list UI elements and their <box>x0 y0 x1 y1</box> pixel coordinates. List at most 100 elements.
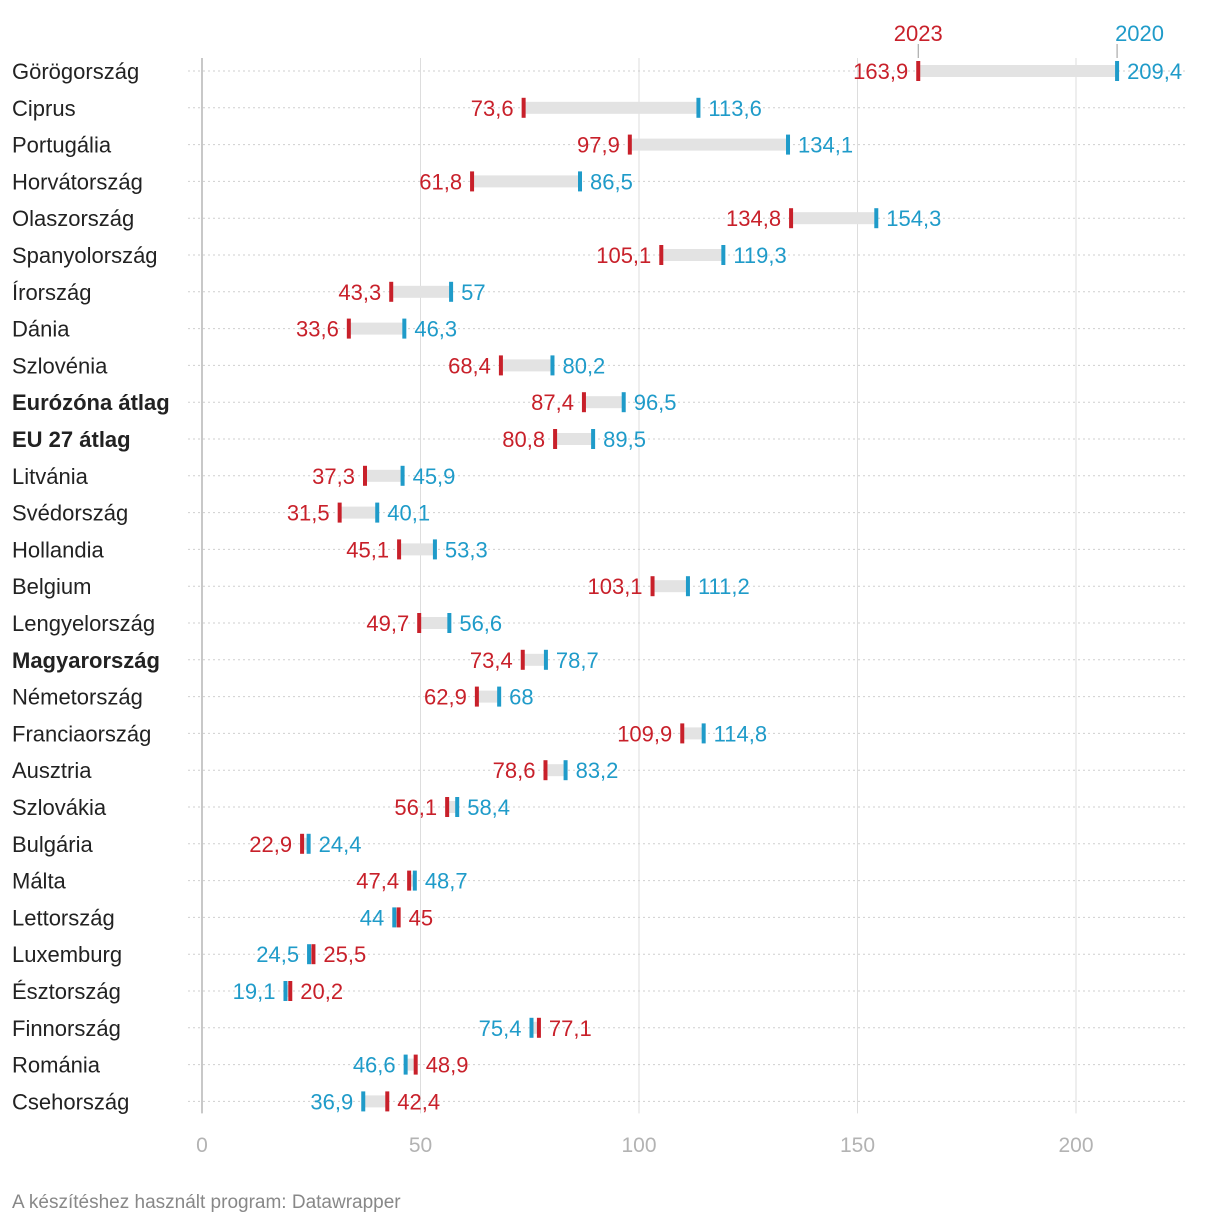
value-label-2023: 78,6 <box>493 758 536 783</box>
marker-2020 <box>306 833 311 854</box>
range-bar <box>682 727 704 740</box>
value-label-2020: 154,3 <box>886 206 941 231</box>
row-label: Lettország <box>12 905 115 930</box>
range-bar <box>476 690 500 703</box>
marker-2023 <box>300 833 305 854</box>
row-label: Csehország <box>12 1089 129 1114</box>
value-label-2020: 119,3 <box>733 243 786 268</box>
row-label: Portugália <box>12 133 112 158</box>
value-label-2020: 36,9 <box>310 1089 353 1114</box>
footer-credit: A készítéshez használt program: Datawrap… <box>12 1192 401 1213</box>
value-label-2023: 42,4 <box>397 1089 440 1114</box>
marker-2020 <box>550 355 555 376</box>
marker-2023 <box>413 1054 418 1075</box>
marker-2020 <box>361 1091 366 1112</box>
marker-2020 <box>578 171 583 192</box>
marker-2023 <box>385 1091 390 1112</box>
range-bar <box>447 801 458 813</box>
marker-2023 <box>553 429 558 449</box>
marker-2020 <box>447 613 452 633</box>
range-bar <box>399 543 435 556</box>
marker-2020 <box>400 465 405 486</box>
x-tick-label: 50 <box>409 1134 432 1157</box>
x-tick-label: 0 <box>196 1134 208 1157</box>
value-label-2023: 163,9 <box>853 59 908 84</box>
marker-2020 <box>1115 61 1120 81</box>
value-label-2023: 68,4 <box>448 353 491 378</box>
value-label-2020: 86,5 <box>590 169 633 194</box>
value-label-2020: 24,5 <box>256 942 299 967</box>
value-label-2020: 58,4 <box>467 795 510 820</box>
value-label-2020: 113,6 <box>708 96 761 121</box>
value-label-2020: 134,1 <box>798 133 853 158</box>
marker-2020 <box>874 208 879 229</box>
value-label-2023: 33,6 <box>296 317 339 342</box>
marker-2023 <box>397 539 402 560</box>
value-label-2020: 111,2 <box>698 574 750 599</box>
x-tick-label: 150 <box>840 1134 875 1157</box>
row-label: Írország <box>12 280 91 305</box>
marker-2023 <box>445 797 450 817</box>
marker-2020 <box>685 576 690 597</box>
range-bar <box>555 433 594 445</box>
row-label: Belgium <box>12 574 91 599</box>
marker-2020 <box>412 870 417 891</box>
value-label-2023: 103,1 <box>587 574 642 599</box>
value-label-2020: 46,6 <box>353 1053 396 1078</box>
row-label: Észtország <box>12 979 121 1004</box>
marker-2020 <box>591 429 596 449</box>
value-label-2020: 96,5 <box>634 390 677 415</box>
value-label-2020: 19,1 <box>233 979 276 1004</box>
value-label-2020: 56,6 <box>459 611 502 636</box>
value-label-2023: 61,8 <box>419 169 462 194</box>
row-label: Málta <box>12 869 67 894</box>
legend-label-2023: 2023 <box>894 21 943 46</box>
row-label: Eurózóna átlag <box>12 390 170 415</box>
range-bar <box>405 1058 416 1071</box>
marker-2020 <box>375 502 380 523</box>
marker-2023 <box>389 281 394 302</box>
value-label-2020: 53,3 <box>445 537 488 562</box>
marker-2020 <box>721 245 726 265</box>
range-bar <box>652 580 688 593</box>
marker-2023 <box>311 944 316 965</box>
marker-2023 <box>627 134 632 155</box>
marker-2020 <box>696 97 701 118</box>
marker-2020 <box>307 944 312 965</box>
value-label-2023: 134,8 <box>726 206 781 231</box>
range-bar <box>472 175 581 188</box>
value-label-2023: 47,4 <box>356 869 399 894</box>
range-bar <box>309 948 314 961</box>
row-label: Románia <box>12 1053 101 1078</box>
marker-2023 <box>581 392 586 413</box>
value-label-2023: 87,4 <box>531 390 574 415</box>
range-bar <box>791 212 877 225</box>
x-tick-label: 200 <box>1058 1134 1093 1157</box>
value-label-2020: 68 <box>509 685 533 710</box>
marker-2023 <box>789 208 794 229</box>
marker-2023 <box>474 686 479 707</box>
marker-2023 <box>417 613 422 633</box>
range-bar <box>409 874 415 887</box>
marker-2020 <box>403 1054 408 1075</box>
range-bar <box>348 322 405 335</box>
row-label: Ciprus <box>12 96 76 121</box>
row-label: Dánia <box>12 317 70 342</box>
marker-2020 <box>392 907 397 928</box>
marker-2023 <box>521 97 526 118</box>
range-bar <box>629 138 789 151</box>
marker-2023 <box>543 760 548 781</box>
value-label-2020: 80,2 <box>562 353 605 378</box>
marker-2020 <box>529 1017 534 1038</box>
value-label-2023: 49,7 <box>366 611 409 636</box>
row-label: Finnország <box>12 1016 121 1041</box>
row-label: Litvánia <box>12 464 89 489</box>
value-label-2023: 77,1 <box>549 1016 592 1041</box>
marker-2020 <box>432 539 437 560</box>
range-bar <box>394 911 399 924</box>
marker-2023 <box>916 61 921 81</box>
row-label: Ausztria <box>12 758 92 783</box>
row-label: Magyarország <box>12 648 160 673</box>
range-bar <box>531 1021 539 1034</box>
value-label-2020: 209,4 <box>1127 59 1182 84</box>
